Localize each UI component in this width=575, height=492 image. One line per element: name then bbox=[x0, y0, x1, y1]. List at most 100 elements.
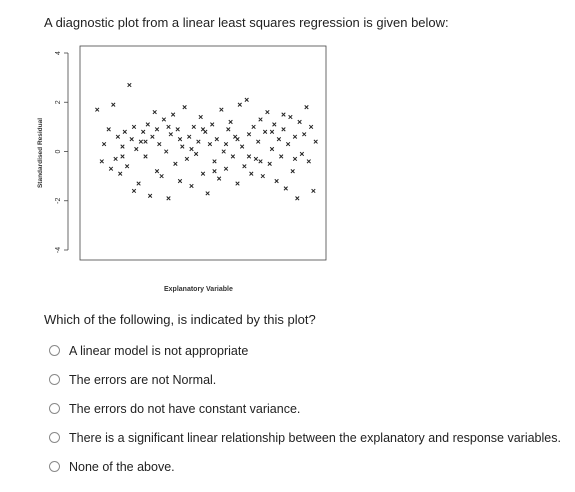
option-label: The errors are not Normal. bbox=[69, 372, 217, 387]
plot-frame bbox=[79, 45, 327, 261]
data-point bbox=[285, 141, 291, 147]
data-point bbox=[269, 129, 275, 134]
option-d[interactable]: There is a significant linear relationsh… bbox=[49, 423, 561, 452]
data-point bbox=[154, 127, 160, 132]
data-point bbox=[189, 183, 194, 189]
data-point bbox=[95, 107, 100, 112]
y-tick-label: -4 bbox=[55, 247, 62, 253]
data-point bbox=[161, 117, 167, 122]
data-point bbox=[120, 144, 125, 149]
data-point bbox=[152, 109, 157, 115]
data-point bbox=[256, 139, 261, 144]
data-point bbox=[147, 193, 153, 198]
data-point bbox=[127, 82, 132, 88]
radio-button[interactable] bbox=[49, 461, 60, 472]
option-label: A linear model is not appropriate bbox=[69, 343, 249, 358]
data-point bbox=[292, 134, 298, 139]
answer-options: A linear model is not appropriate The er… bbox=[49, 336, 561, 481]
data-point bbox=[177, 178, 183, 184]
data-point bbox=[134, 146, 139, 152]
option-e[interactable]: None of the above. bbox=[49, 452, 561, 481]
y-tick-label: 4 bbox=[55, 51, 62, 55]
data-point bbox=[177, 137, 183, 142]
data-point bbox=[212, 169, 217, 174]
option-label: None of the above. bbox=[69, 459, 175, 474]
data-point bbox=[173, 161, 178, 166]
data-point bbox=[214, 137, 219, 142]
data-point bbox=[267, 161, 272, 166]
data-point bbox=[249, 171, 254, 176]
data-point bbox=[260, 173, 265, 179]
data-point bbox=[279, 154, 284, 159]
data-point bbox=[306, 159, 311, 164]
data-point bbox=[106, 127, 111, 132]
data-point bbox=[136, 181, 141, 186]
data-point bbox=[129, 137, 134, 142]
radio-button[interactable] bbox=[49, 403, 60, 414]
data-point bbox=[221, 149, 226, 154]
data-point bbox=[193, 151, 199, 157]
data-point bbox=[242, 164, 247, 169]
option-c[interactable]: The errors do not have constant variance… bbox=[49, 394, 561, 423]
data-point bbox=[115, 134, 121, 139]
data-point bbox=[196, 139, 201, 144]
data-point bbox=[124, 164, 130, 169]
radio-button[interactable] bbox=[49, 345, 60, 356]
option-b[interactable]: The errors are not Normal. bbox=[49, 365, 561, 394]
data-point bbox=[131, 188, 137, 194]
data-point bbox=[200, 127, 206, 132]
data-point bbox=[311, 188, 316, 194]
question-prompt: Which of the following, is indicated by … bbox=[44, 312, 316, 327]
data-point bbox=[154, 169, 160, 174]
data-point bbox=[131, 124, 137, 130]
data-point bbox=[198, 114, 203, 120]
data-point bbox=[150, 134, 155, 139]
data-point bbox=[223, 141, 229, 147]
data-point bbox=[216, 176, 222, 181]
data-point bbox=[246, 132, 252, 137]
data-point bbox=[118, 171, 123, 176]
data-point bbox=[302, 132, 307, 137]
data-point bbox=[290, 169, 295, 174]
data-point bbox=[304, 105, 309, 110]
data-point bbox=[297, 119, 302, 125]
data-point bbox=[230, 154, 236, 159]
data-point bbox=[226, 127, 231, 132]
data-point bbox=[210, 122, 215, 127]
data-point bbox=[292, 156, 298, 162]
data-point bbox=[182, 105, 187, 110]
data-point bbox=[113, 156, 118, 162]
data-point bbox=[157, 141, 162, 147]
data-point bbox=[111, 102, 116, 107]
y-tick-label: -2 bbox=[55, 198, 62, 204]
data-point bbox=[235, 181, 240, 186]
option-a[interactable]: A linear model is not appropriate bbox=[49, 336, 561, 365]
data-point bbox=[108, 166, 114, 171]
data-point bbox=[180, 144, 185, 149]
data-point bbox=[228, 119, 233, 125]
data-point bbox=[212, 159, 217, 164]
data-point bbox=[288, 114, 293, 120]
data-point bbox=[145, 122, 150, 127]
data-point bbox=[251, 124, 256, 130]
data-point bbox=[170, 112, 176, 117]
question-intro: A diagnostic plot from a linear least sq… bbox=[44, 15, 449, 30]
y-tick-label: 2 bbox=[55, 100, 62, 104]
y-tick-label: 0 bbox=[55, 149, 62, 153]
data-point bbox=[262, 129, 268, 134]
data-point bbox=[138, 139, 144, 144]
data-point bbox=[299, 151, 305, 157]
data-point bbox=[295, 196, 300, 201]
data-point bbox=[122, 129, 127, 134]
data-point bbox=[99, 159, 104, 164]
data-point bbox=[175, 127, 180, 132]
data-point bbox=[274, 178, 279, 184]
data-point bbox=[101, 141, 107, 147]
data-point bbox=[246, 154, 252, 159]
option-label: There is a significant linear relationsh… bbox=[69, 430, 561, 445]
radio-button[interactable] bbox=[49, 432, 60, 443]
radio-button[interactable] bbox=[49, 374, 60, 385]
data-point bbox=[244, 97, 249, 102]
data-point bbox=[200, 171, 206, 176]
data-point bbox=[276, 137, 282, 142]
